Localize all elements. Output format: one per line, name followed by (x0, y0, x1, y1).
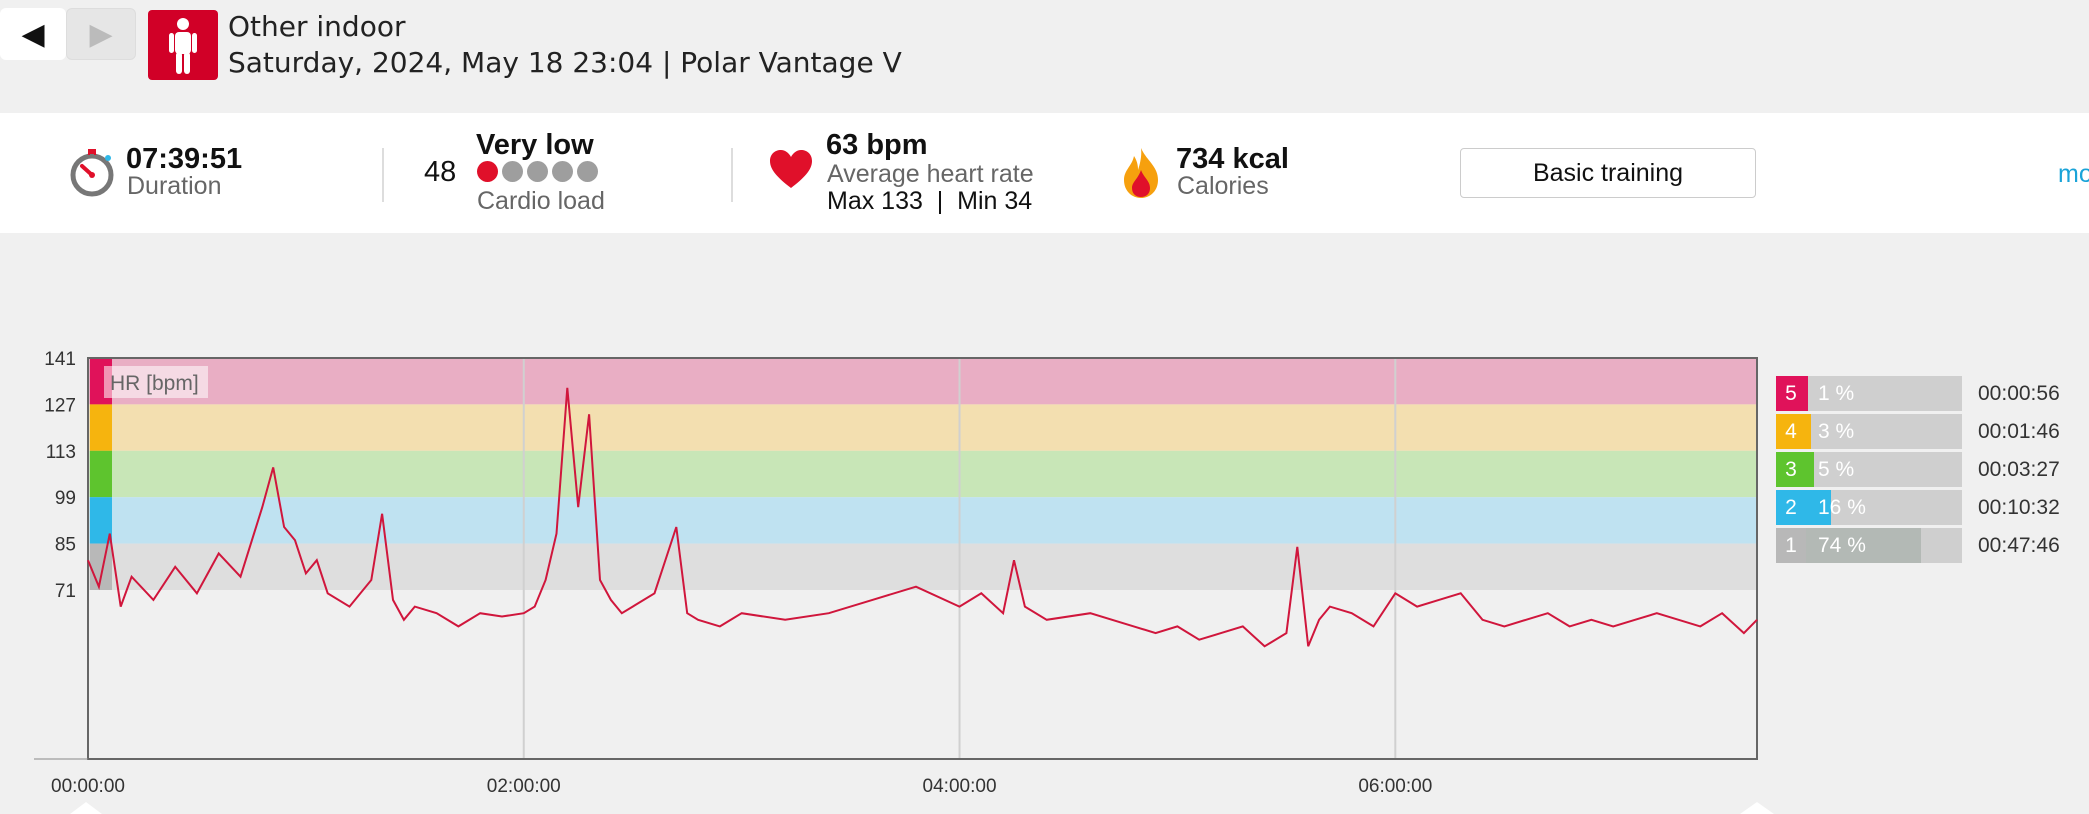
zone-bar-5: 5 1 % (1776, 376, 1962, 411)
zone-time: 00:01:46 (1978, 420, 2060, 443)
hr-range: Max 133 | Min 34 (827, 187, 1033, 215)
x-tick-label: 00:00:00 (51, 776, 125, 797)
zone-time: 00:47:46 (1978, 534, 2060, 557)
zone-band-1 (88, 543, 1757, 590)
x-tick-label: 06:00:00 (1358, 776, 1432, 797)
divider (731, 148, 733, 202)
zone-percent: 16 % (1818, 496, 1866, 519)
zone-bar-1: 1 74 % (1776, 528, 1962, 563)
y-tick-label: 113 (46, 442, 76, 463)
zone-number: 3 (1776, 452, 1806, 487)
zone-bar-4: 4 3 % (1776, 414, 1962, 449)
y-tick-label: 85 (55, 535, 76, 556)
more-link[interactable]: mo (2058, 160, 2089, 188)
cardio-load-level: Very low (476, 129, 594, 161)
plot-frame (87, 357, 1758, 760)
zone-marker-3 (90, 450, 112, 498)
cardio-dot-3 (527, 161, 548, 182)
zone-percent: 5 % (1818, 458, 1855, 481)
heart-rate-line (87, 387, 1758, 648)
range-end-handle[interactable] (1740, 802, 1774, 814)
heart-rate-chart: HR [bpm] 141 127 113 99 85 71 00:00:00 02:00:0… (34, 350, 1774, 814)
avg-hr-value: 63 bpm (826, 129, 928, 161)
cardio-load-label: Cardio load (477, 187, 605, 215)
zone-number: 2 (1776, 490, 1806, 525)
zone-time: 00:00:56 (1978, 382, 2060, 405)
zone-marker-4 (90, 404, 112, 451)
range-start-handle[interactable] (70, 802, 102, 814)
exercise-subtitle: Saturday, 2024, May 18 23:04 | Polar Van… (228, 46, 902, 79)
forward-arrow-icon[interactable]: ▶ (66, 8, 136, 60)
zone-band-3 (88, 450, 1757, 498)
divider (382, 148, 384, 202)
zone-percent: 1 % (1818, 382, 1855, 405)
zone-band-4 (88, 404, 1757, 451)
zone-band-5 (88, 358, 1757, 405)
zone-marker-1 (90, 543, 112, 590)
zone-marker-2 (90, 497, 112, 544)
duration-value: 07:39:51 (126, 143, 243, 175)
basic-training-button[interactable]: Basic training (1460, 148, 1756, 198)
stopwatch-icon (66, 147, 118, 204)
zone-bar-2: 2 16 % (1776, 490, 1962, 525)
zone-percent: 3 % (1818, 420, 1855, 443)
exercise-title: Other indoor (228, 10, 406, 43)
zone-percent: 74 % (1818, 534, 1866, 557)
series-label-bg (104, 366, 208, 398)
zone-band-2 (88, 497, 1757, 544)
summary-panel (0, 113, 2089, 233)
y-tick-label: 71 (55, 581, 76, 602)
zone-time: 00:03:27 (1978, 458, 2060, 481)
zone-fill (1806, 452, 1814, 487)
series-label: HR [bpm] (110, 372, 199, 395)
y-tick-label: 141 (44, 350, 76, 370)
cardio-load-value: 48 (424, 156, 457, 188)
zone-fill (1806, 490, 1831, 525)
top-bar: ◀ ▶ Other indoor Saturday, 2024, May 18 … (0, 0, 2089, 113)
y-tick-label: 127 (44, 395, 76, 416)
y-tick-label: 99 (55, 488, 76, 509)
cardio-dot-4 (552, 161, 573, 182)
flame-icon (1120, 146, 1162, 205)
avg-hr-label: Average heart rate (827, 160, 1034, 188)
back-arrow-icon[interactable]: ◀ (0, 8, 66, 60)
cardio-dot-1 (477, 161, 498, 182)
zone-fill (1806, 528, 1922, 563)
zone-bar-3: 3 5 % (1776, 452, 1962, 487)
x-tick-label: 02:00:00 (487, 776, 561, 797)
zone-number: 5 (1776, 376, 1806, 411)
cardio-dot-2 (502, 161, 523, 182)
zone-fill (1806, 376, 1808, 411)
person-standing-icon (148, 10, 218, 80)
heart-icon (768, 148, 814, 195)
cardio-dot-5 (577, 161, 598, 182)
calories-value: 734 kcal (1176, 143, 1289, 175)
calories-label: Calories (1177, 172, 1269, 200)
duration-label: Duration (127, 172, 222, 200)
zone-time: 00:10:32 (1978, 496, 2060, 519)
zone-number: 1 (1776, 528, 1806, 563)
x-tick-label: 04:00:00 (923, 776, 997, 797)
zone-number: 4 (1776, 414, 1806, 449)
zone-fill (1806, 414, 1811, 449)
